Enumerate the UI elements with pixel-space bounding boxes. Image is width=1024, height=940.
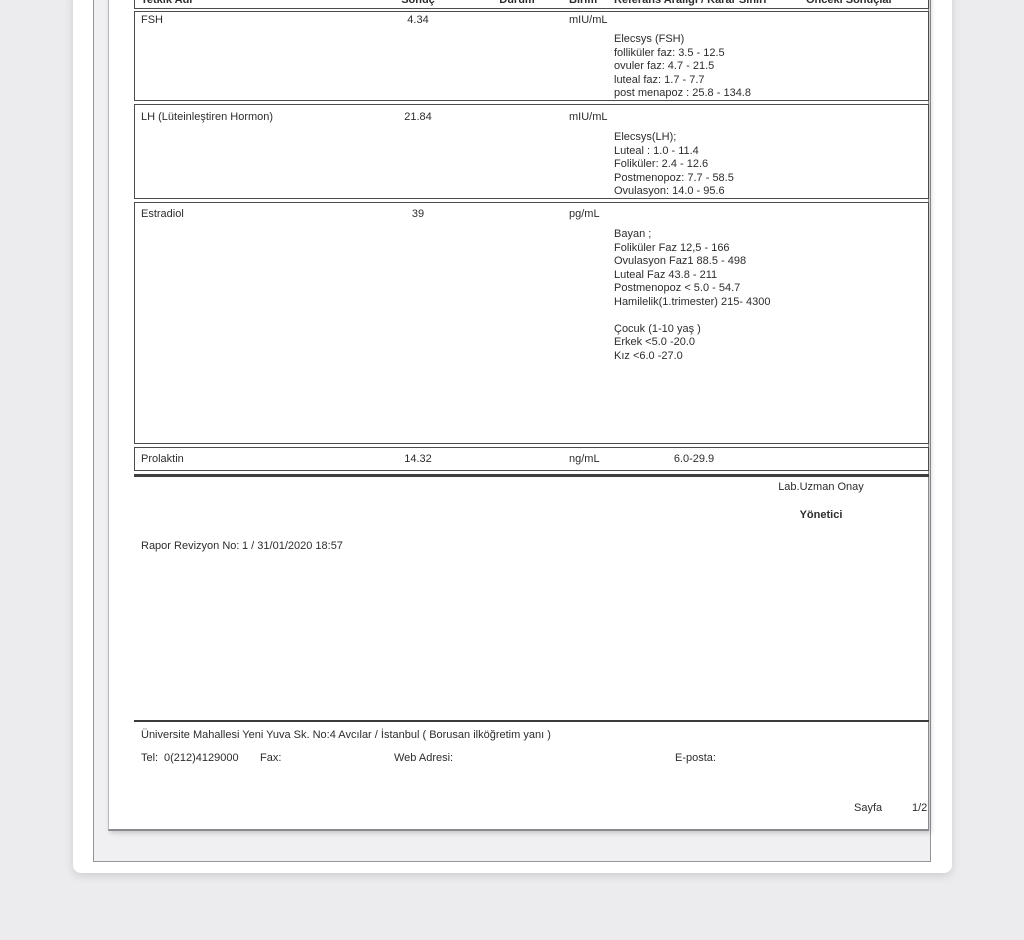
tel-value: 0(212)4129000: [164, 752, 239, 764]
test-unit: mIU/mL: [569, 14, 608, 26]
table-header-row: Tetkik Adı Sonuç Durum Birim Referans Ar…: [134, 0, 929, 9]
test-reference: 6.0-29.9: [673, 453, 715, 465]
test-result: 14.32: [404, 453, 432, 465]
email-label: E-posta:: [675, 752, 716, 764]
lab-address: Üniversite Mahallesi Yeni Yuva Sk. No:4 …: [141, 729, 551, 741]
reference-range-text: Elecsys (FSH) folliküler faz: 3.5 - 12.5…: [614, 33, 751, 99]
table-bottom-rule: [134, 474, 929, 477]
test-unit: mIU/mL: [569, 111, 608, 123]
report-revision-label: Rapor Revizyon No:: [141, 540, 240, 552]
test-unit: pg/mL: [569, 208, 600, 220]
signature-block: Lab.Uzman Onay Yönetici: [761, 481, 881, 522]
test-result: 21.84: [404, 111, 432, 123]
table-row-fsh: FSH 4.34 mIU/mL Elecsys (FSH) folliküler…: [134, 11, 929, 101]
page-count-value: 1/2: [912, 802, 928, 814]
header-test-name: Tetkik Adı: [141, 0, 193, 6]
test-name: LH (Lüteinleştiren Hormon): [141, 111, 274, 123]
test-result: 4.34: [407, 14, 429, 26]
footer-rule: [134, 720, 929, 722]
approver-label: Lab.Uzman Onay: [778, 481, 864, 493]
test-name: FSH: [141, 14, 163, 26]
page-count-label: Sayfa: [854, 802, 883, 814]
test-name: Prolaktin: [141, 453, 184, 465]
header-unit: Birim: [569, 0, 598, 6]
approver-role: Yönetici: [799, 509, 843, 521]
table-row-estradiol: Estradiol 39 pg/mL Bayan ; Foliküler Faz…: [134, 202, 929, 444]
table-row-lh: LH (Lüteinleştiren Hormon) 21.84 mIU/mL …: [134, 104, 929, 199]
header-result: Sonuç: [401, 0, 435, 6]
fax-label: Fax:: [260, 752, 282, 764]
report-page: Tetkik Adı Sonuç Durum Birim Referans Ar…: [108, 0, 929, 831]
test-unit: ng/mL: [569, 453, 600, 465]
tel-label: Tel:: [141, 752, 159, 764]
header-previous-results: Önceki Sonuçlar: [806, 0, 893, 6]
reference-range-text: Bayan ; Foliküler Faz 12,5 - 166 Ovulasy…: [614, 228, 771, 362]
header-reference-range: Referans Aralığı / Karar Sınırı: [614, 0, 767, 6]
test-result: 39: [411, 208, 425, 220]
report-revision-value: 1 / 31/01/2020 18:57: [242, 540, 343, 552]
test-name: Estradiol: [141, 208, 184, 220]
header-status: Durum: [499, 0, 535, 6]
web-label: Web Adresi:: [394, 752, 454, 764]
reference-range-text: Elecsys(LH); Luteal : 1.0 - 11.4 Folikül…: [614, 131, 734, 197]
table-row-prolaktin: Prolaktin 14.32 ng/mL 6.0-29.9: [134, 447, 929, 471]
